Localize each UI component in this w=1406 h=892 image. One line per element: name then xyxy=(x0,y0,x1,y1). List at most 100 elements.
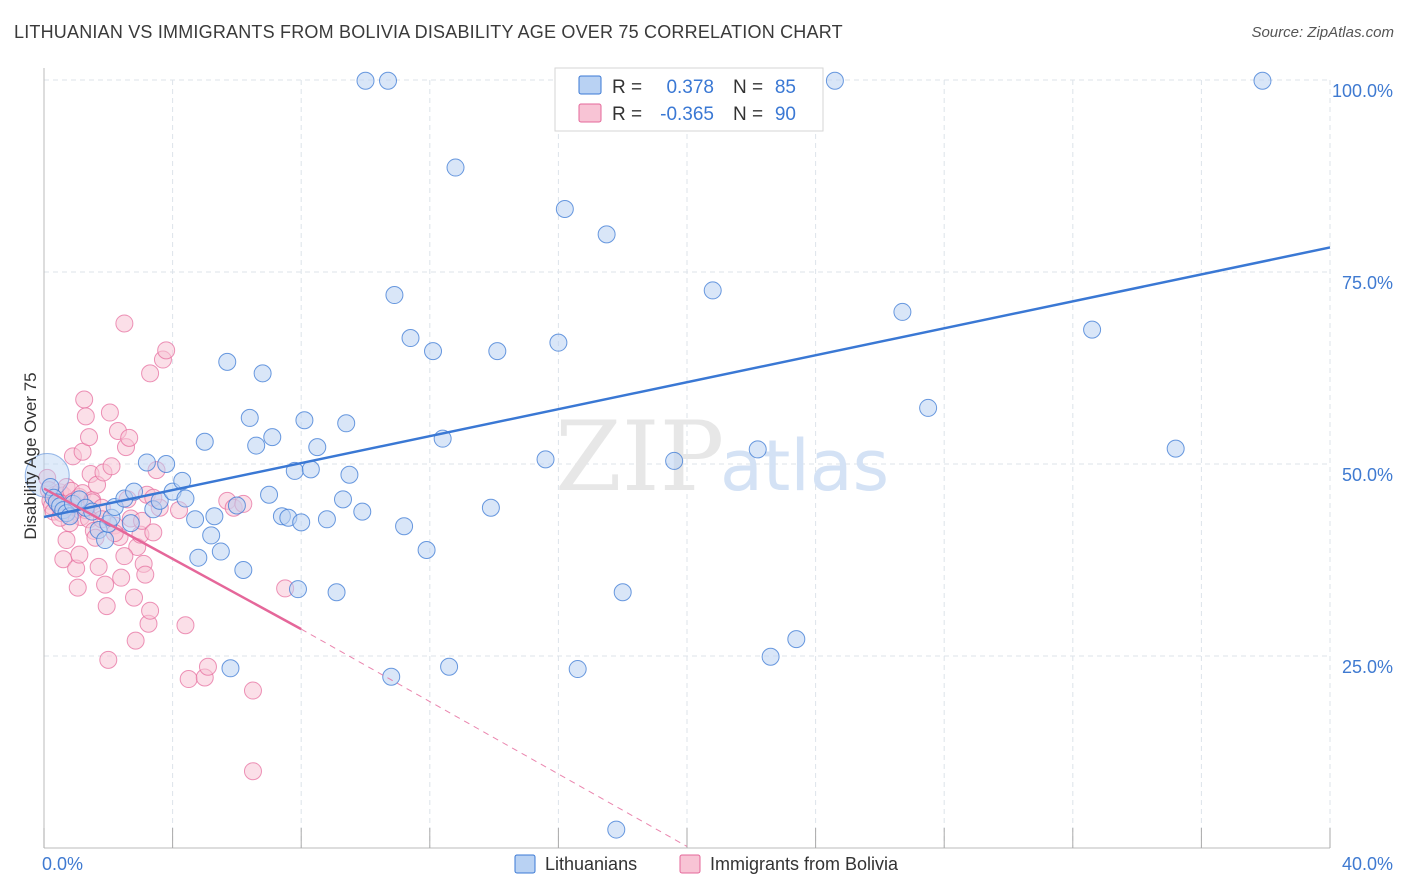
data-point-bolivia xyxy=(80,428,99,447)
data-point-lithuanian xyxy=(761,647,780,666)
data-point-bolivia xyxy=(100,403,119,422)
data-point-lithuanian xyxy=(317,510,336,529)
data-point-lithuanian xyxy=(333,490,352,509)
data-point-lithuanian xyxy=(157,455,176,473)
data-point-bolivia xyxy=(141,364,160,383)
data-point-lithuanian xyxy=(308,438,327,457)
data-point-lithuanian xyxy=(825,71,844,90)
bolivia-points xyxy=(38,314,295,781)
series-label-lithuanians: Lithuanians xyxy=(545,854,637,874)
data-point-lithuanian xyxy=(292,513,311,532)
data-point-lithuanian xyxy=(295,411,314,430)
data-point-lithuanian xyxy=(340,465,359,484)
data-point-bolivia xyxy=(125,588,144,607)
data-point-lithuanian xyxy=(253,364,272,383)
data-point-lithuanian xyxy=(205,507,224,526)
data-point-bolivia xyxy=(76,407,95,426)
data-point-lithuanian xyxy=(125,482,144,501)
data-point-bolivia xyxy=(136,565,155,584)
data-point-bolivia xyxy=(243,762,262,781)
series-label-bolivia: Immigrants from Bolivia xyxy=(710,854,899,874)
data-point-lithuanian xyxy=(96,531,115,550)
data-point-bolivia xyxy=(115,314,134,333)
data-point-lithuanian xyxy=(919,398,938,417)
data-point-lithuanian xyxy=(173,471,192,490)
data-point-lithuanian xyxy=(176,489,195,508)
data-point-bolivia xyxy=(176,616,195,635)
data-point-bolivia xyxy=(97,597,116,616)
data-point-lithuanian xyxy=(189,548,208,567)
trend-line-lithuanians xyxy=(43,246,1331,519)
data-point-lithuanian xyxy=(597,225,616,244)
data-point-lithuanian xyxy=(607,820,626,839)
data-point-lithuanian xyxy=(121,514,140,533)
y-axis-label: Disability Age Over 75 xyxy=(21,372,40,539)
watermark: ZIP atlas xyxy=(555,401,889,513)
data-point-lithuanian xyxy=(401,329,420,348)
data-point-bolivia xyxy=(141,601,160,620)
data-point-lithuanian xyxy=(1166,439,1185,458)
data-point-lithuanian xyxy=(385,286,404,305)
trend-lines xyxy=(43,246,1331,847)
data-point-lithuanian xyxy=(353,502,372,521)
legend-r-value-2: -0.365 xyxy=(660,104,714,125)
data-point-lithuanian xyxy=(195,432,214,451)
data-point-bolivia xyxy=(179,670,198,689)
data-point-lithuanian xyxy=(703,281,722,300)
x-tick-label: 40.0% xyxy=(1342,854,1393,874)
data-point-bolivia xyxy=(75,390,94,409)
data-point-lithuanian xyxy=(446,158,465,177)
data-point-lithuanian xyxy=(1083,320,1102,339)
data-point-lithuanian xyxy=(382,667,401,686)
data-point-lithuanian xyxy=(337,414,356,433)
data-point-lithuanian xyxy=(247,436,266,455)
data-point-lithuanian xyxy=(395,517,414,536)
data-point-bolivia xyxy=(89,557,108,576)
data-point-lithuanian xyxy=(481,498,500,517)
data-point-bolivia xyxy=(115,547,134,566)
legend-n-value-2: 90 xyxy=(775,104,796,125)
data-point-bolivia xyxy=(144,523,163,542)
series-swatch-lithuanians xyxy=(514,854,536,874)
legend-n-label-2: N = xyxy=(733,104,763,125)
series-swatch-bolivia xyxy=(679,854,701,874)
y-tick-label: 100.0% xyxy=(1332,81,1393,101)
data-point-bolivia xyxy=(68,578,87,597)
data-point-lithuanian xyxy=(218,352,237,371)
data-point-lithuanian xyxy=(327,583,346,602)
axes xyxy=(43,68,1331,849)
tick-labels: 25.0% 50.0% 75.0% 100.0% 0.0% 40.0% xyxy=(42,81,1393,874)
legend-swatch-bolivia xyxy=(578,103,602,123)
data-point-bolivia xyxy=(99,650,118,669)
y-tick-label: 75.0% xyxy=(1342,273,1393,293)
data-point-lithuanian xyxy=(356,71,375,90)
data-point-lithuanian xyxy=(202,526,221,545)
series-legend: Lithuanians Immigrants from Bolivia xyxy=(514,854,899,874)
y-tick-label: 50.0% xyxy=(1342,465,1393,485)
lithuanian-points xyxy=(24,71,1272,839)
data-point-lithuanian xyxy=(1253,71,1272,90)
x-tick-label: 0.0% xyxy=(42,854,83,874)
data-point-lithuanian xyxy=(263,428,282,447)
legend-r-label-1: R = xyxy=(612,77,642,98)
data-point-lithuanian xyxy=(260,485,279,504)
data-point-lithuanian xyxy=(240,408,259,427)
data-point-bolivia xyxy=(102,457,121,476)
data-point-bolivia xyxy=(243,681,262,700)
data-point-lithuanian xyxy=(379,71,398,90)
data-point-lithuanian xyxy=(424,342,443,361)
legend-n-label-1: N = xyxy=(733,77,763,98)
data-point-lithuanian xyxy=(555,200,574,219)
chart-title: LITHUANIAN VS IMMIGRANTS FROM BOLIVIA DI… xyxy=(14,22,843,42)
data-point-bolivia xyxy=(120,428,139,447)
data-point-bolivia xyxy=(126,631,145,650)
data-point-lithuanian xyxy=(787,630,806,649)
data-point-lithuanian xyxy=(417,541,436,560)
data-point-lithuanian xyxy=(227,496,246,515)
data-point-lithuanian xyxy=(748,440,767,459)
data-point-lithuanian xyxy=(288,580,307,599)
data-point-bolivia xyxy=(112,568,131,587)
trend-line-bolivia xyxy=(43,487,302,631)
data-point-bolivia xyxy=(70,545,89,564)
